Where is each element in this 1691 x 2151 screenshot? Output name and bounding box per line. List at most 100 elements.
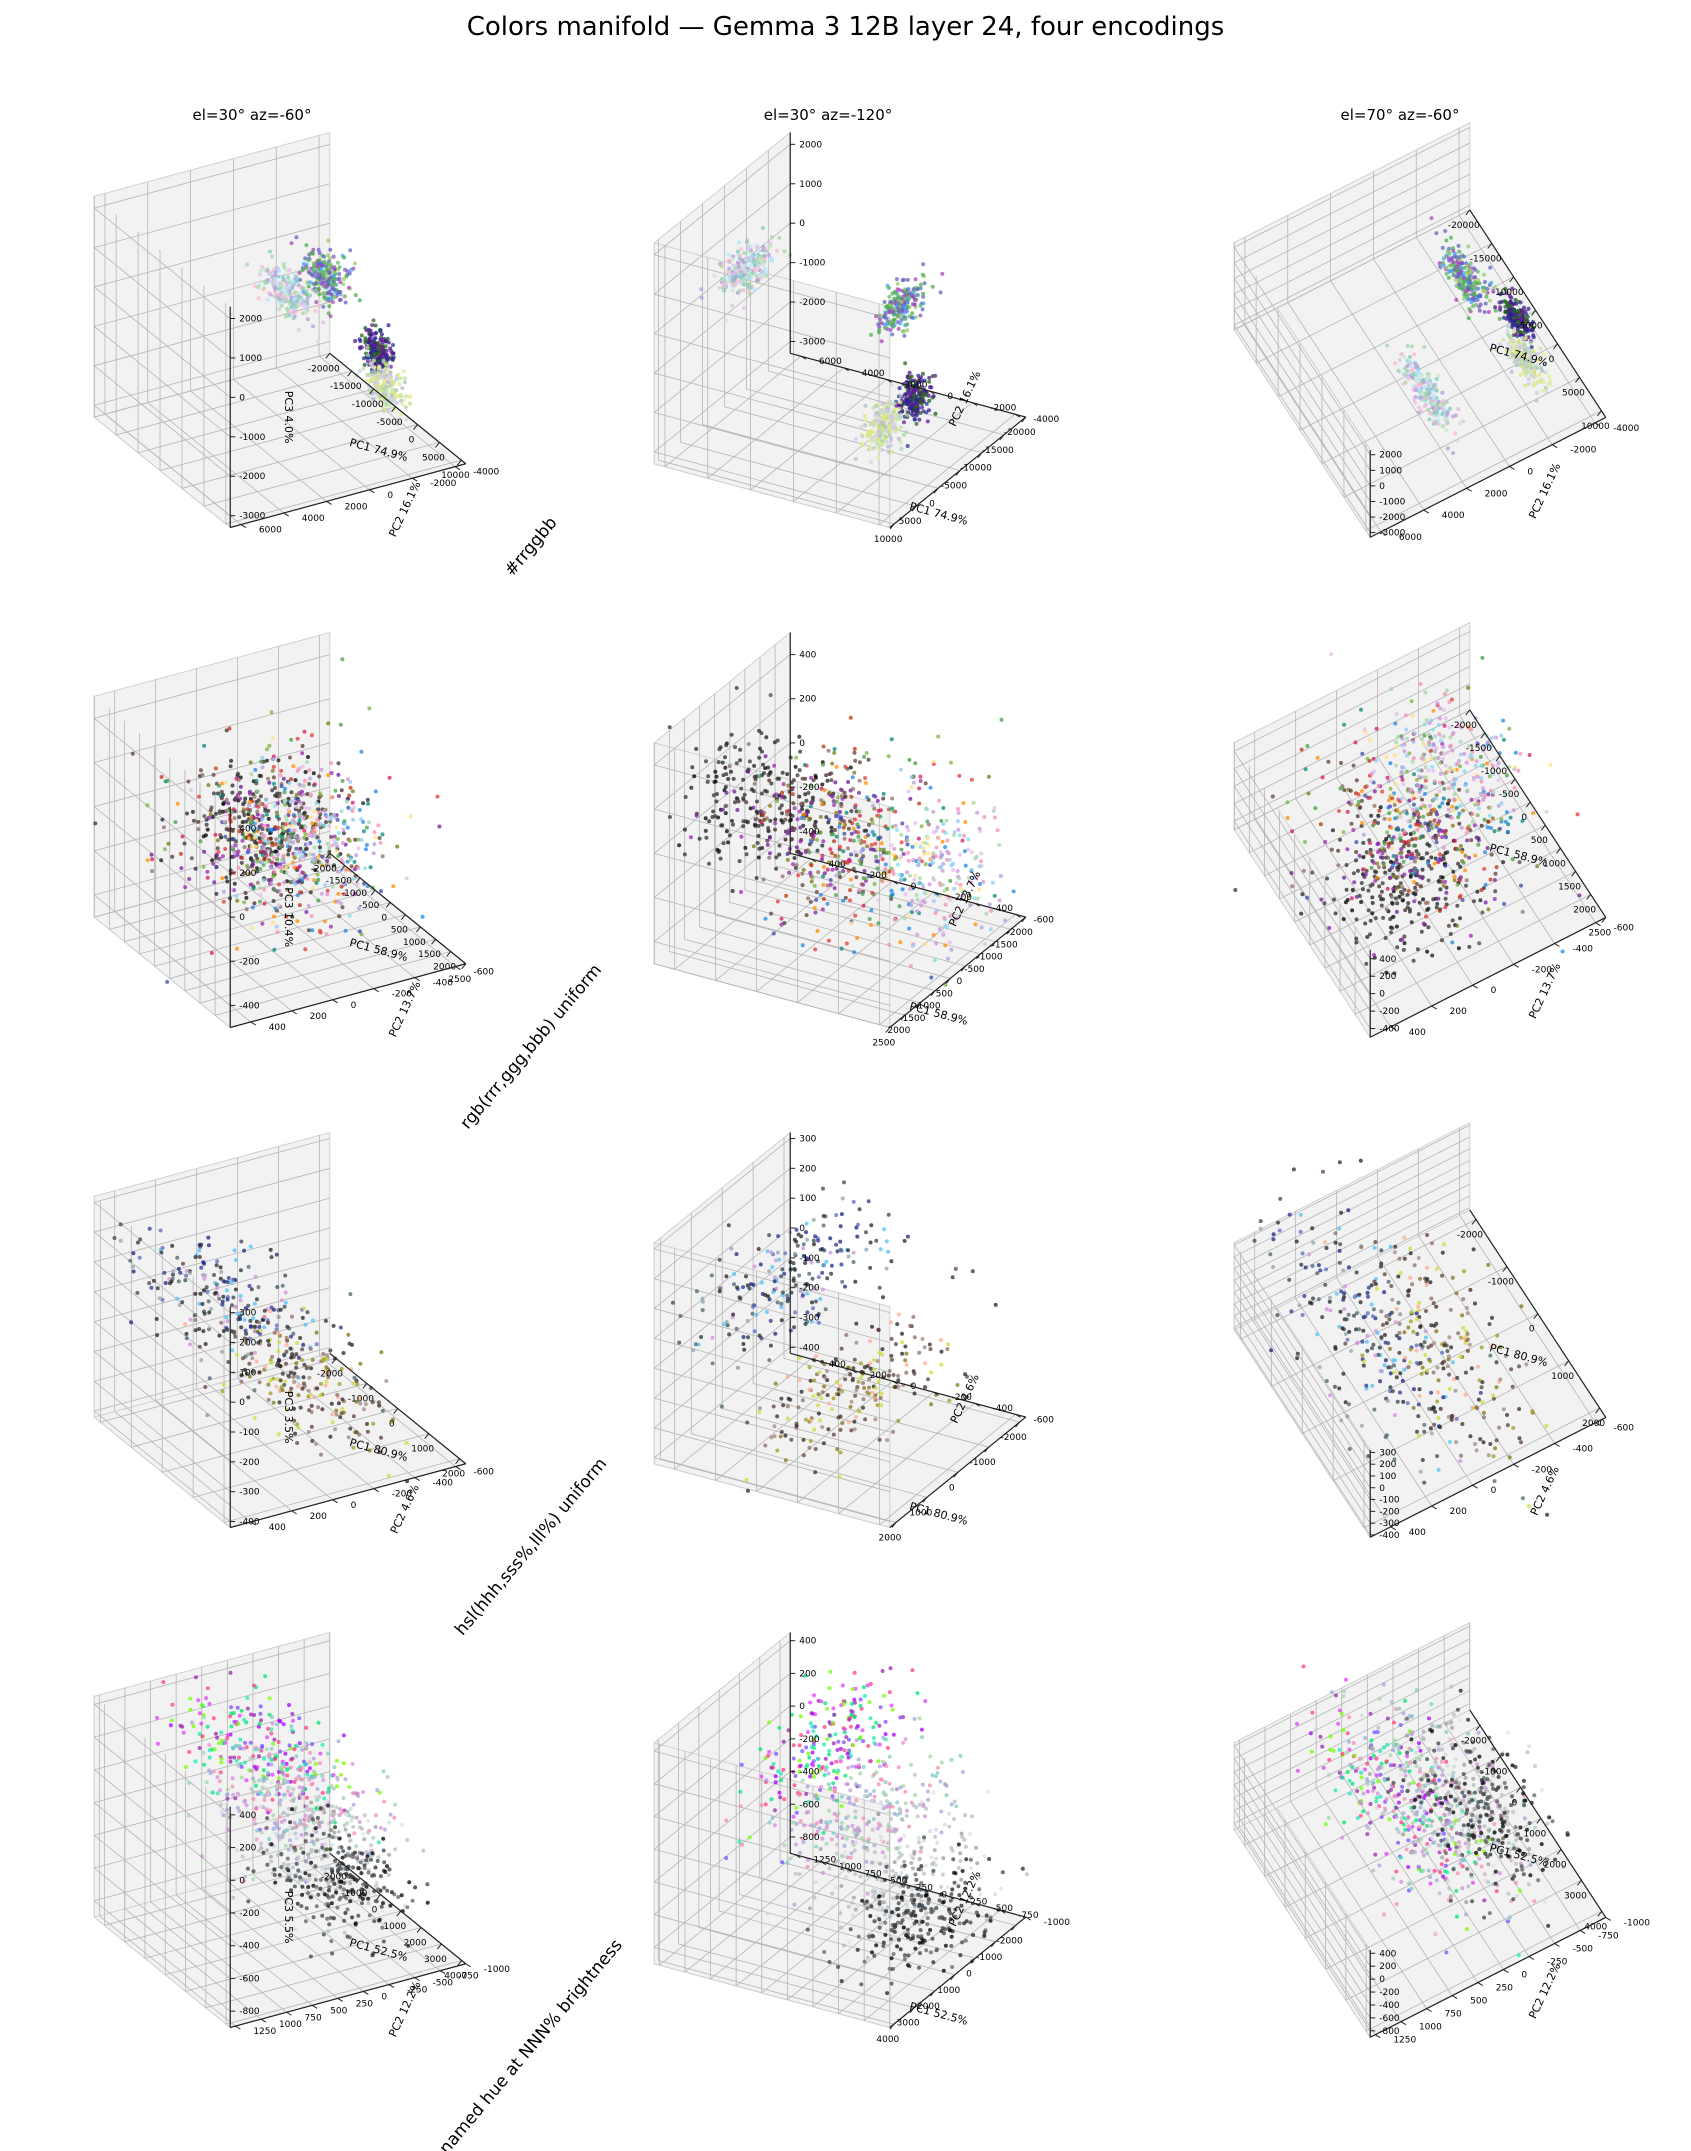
data-point: [922, 281, 927, 286]
data-point: [941, 829, 946, 834]
data-point: [832, 750, 837, 755]
data-point: [913, 298, 918, 302]
data-point: [1535, 390, 1539, 395]
data-point: [768, 693, 773, 698]
data-point: [258, 886, 262, 890]
data-point: [821, 883, 826, 887]
data-point: [220, 854, 225, 859]
data-point: [851, 786, 856, 791]
data-point: [294, 279, 299, 283]
data-point: [927, 882, 932, 887]
data-point: [785, 772, 790, 777]
data-point: [795, 773, 800, 778]
data-point: [364, 378, 369, 383]
data-point: [401, 369, 406, 374]
data-point: [273, 270, 278, 275]
data-point: [314, 880, 319, 885]
data-point: [863, 403, 868, 408]
data-point: [316, 304, 321, 308]
data-point: [1467, 277, 1472, 282]
data-point: [334, 849, 339, 854]
data-point: [317, 251, 322, 255]
data-point: [893, 422, 898, 427]
data-point: [904, 412, 909, 417]
data-point: [891, 872, 896, 876]
data-point: [256, 285, 261, 289]
data-point: [215, 846, 220, 851]
data-point: [898, 400, 902, 405]
data-point: [739, 890, 743, 894]
data-point: [843, 822, 847, 827]
data-point: [1481, 272, 1486, 277]
data-point: [252, 901, 257, 906]
data-point: [327, 271, 332, 276]
data-point: [765, 842, 770, 847]
y-tick-label: -4000: [1033, 415, 1059, 425]
data-point: [391, 397, 396, 402]
data-point: [235, 852, 240, 857]
data-point: [257, 272, 262, 277]
data-point: [892, 917, 897, 922]
data-point: [286, 852, 291, 857]
data-point: [933, 911, 938, 915]
data-point: [1457, 282, 1462, 287]
data-point: [273, 290, 278, 294]
data-point: [317, 292, 322, 297]
data-point: [324, 820, 328, 825]
data-point: [307, 280, 312, 285]
data-point: [337, 272, 342, 276]
data-point: [300, 751, 305, 756]
data-point: [357, 298, 362, 303]
data-point: [731, 278, 736, 283]
data-point: [291, 316, 296, 321]
data-point: [359, 837, 364, 842]
data-point: [997, 842, 1002, 847]
data-point: [353, 837, 358, 842]
data-point: [931, 851, 936, 856]
data-point: [271, 920, 276, 925]
data-point: [828, 847, 833, 852]
data-point: [260, 853, 265, 858]
data-point: [357, 369, 362, 374]
data-point: [815, 929, 820, 933]
data-point: [317, 299, 322, 304]
data-point: [350, 800, 355, 805]
data-point: [1473, 285, 1478, 290]
data-point: [249, 857, 253, 862]
data-point: [1401, 947, 1406, 952]
x-tick-label: -1500: [326, 877, 352, 887]
data-point: [783, 837, 788, 842]
data-point: [284, 865, 289, 870]
data-point: [273, 842, 278, 846]
data-point: [363, 866, 368, 871]
data-point: [183, 885, 188, 890]
data-point: [232, 816, 237, 821]
data-point: [341, 277, 346, 282]
z-tick-label: 0: [799, 219, 805, 229]
data-point: [366, 340, 371, 345]
data-point: [333, 788, 338, 793]
data-point: [850, 883, 855, 888]
data-point: [910, 311, 915, 316]
data-point: [279, 869, 284, 874]
data-point: [987, 902, 992, 907]
data-point: [165, 979, 170, 984]
data-point: [178, 851, 183, 856]
data-point: [1445, 266, 1450, 270]
data-point: [1341, 917, 1346, 922]
data-point: [918, 303, 923, 308]
data-point: [777, 843, 782, 848]
data-point: [404, 876, 409, 881]
data-point: [338, 722, 343, 727]
data-point: [240, 856, 245, 860]
data-point: [768, 244, 773, 249]
data-point: [979, 851, 984, 856]
data-point: [382, 375, 387, 380]
data-point: [297, 766, 302, 771]
data-point: [325, 262, 330, 267]
data-point: [864, 417, 868, 422]
data-point: [284, 314, 288, 319]
data-point: [908, 406, 912, 411]
data-point: [775, 776, 780, 781]
data-point: [913, 821, 918, 825]
